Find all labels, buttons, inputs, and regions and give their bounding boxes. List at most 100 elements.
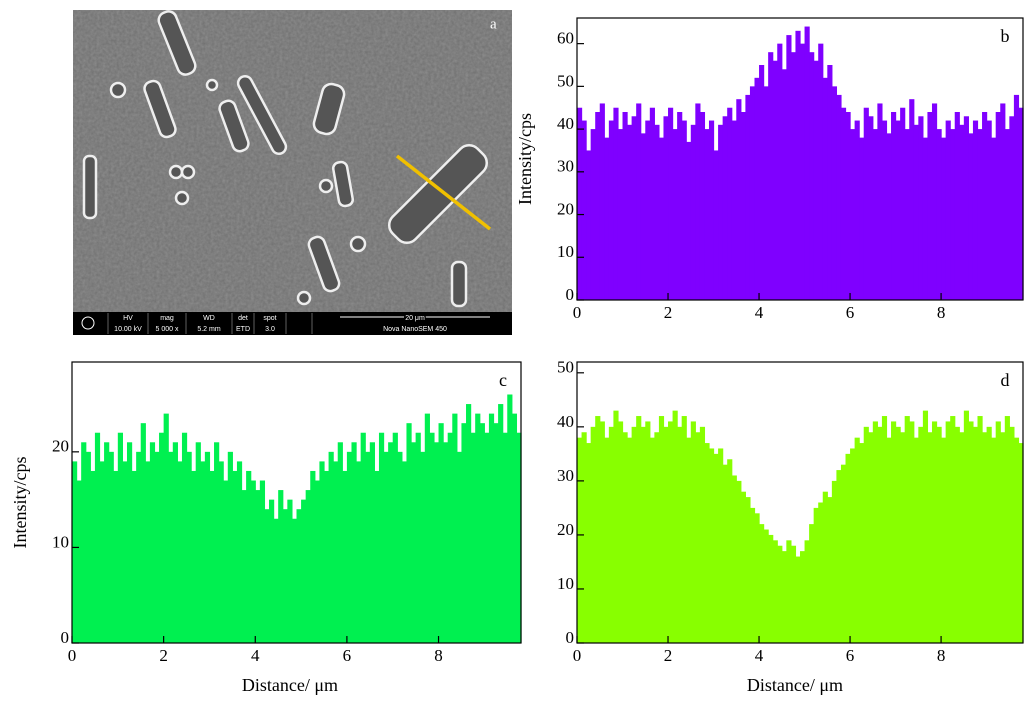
bar [950,129,956,300]
bar [777,43,783,301]
bar [913,124,919,301]
x-tick-label: 8 [937,303,946,322]
bar [1009,116,1015,300]
bar [754,513,760,643]
bar [365,451,371,643]
bar [831,480,838,643]
bar [745,94,751,300]
bar [909,421,915,643]
bar [154,451,160,643]
y-axis-label: Intensity/cps [10,457,30,549]
bar [507,394,513,643]
bar [631,116,637,300]
x-tick-label: 4 [755,646,764,665]
bar [278,490,284,643]
bar [200,461,206,643]
bar [713,150,719,300]
bar [337,442,343,643]
bar [351,442,357,643]
bar [131,470,137,643]
panel-label: b [1001,26,1010,46]
bar [859,443,865,643]
bar [392,432,398,643]
bar [360,432,366,643]
bar [982,112,988,300]
bar [804,26,810,301]
info-text: HV [123,315,133,322]
bar [301,499,307,643]
info-dividers [107,313,313,334]
bar [768,534,774,643]
bar [163,413,169,643]
bar [1004,129,1010,300]
bar [658,137,665,300]
bar [668,107,674,301]
bar [636,103,642,300]
bar [649,107,655,301]
bar [72,461,78,643]
bar [140,423,146,643]
bar [581,432,587,643]
bar [627,437,633,643]
bar [995,112,1001,300]
bar [149,442,156,643]
bar [218,461,224,643]
bar [617,421,624,643]
bar [1013,437,1020,643]
bar [763,529,769,643]
bar [452,413,458,643]
bar [790,545,797,643]
bar [663,426,669,643]
bar [781,551,787,643]
bar [232,470,238,643]
bar [1013,94,1020,300]
bar [713,453,719,643]
bar [113,470,119,643]
sem-particles [82,10,489,308]
bar [415,432,421,643]
info-text: WD [203,315,215,322]
x-tick-label: 8 [434,646,443,665]
bar [433,442,440,643]
bar [986,120,992,300]
bar [727,459,733,643]
bar [122,461,128,643]
bar [466,404,472,643]
x-tick-label: 8 [937,646,946,665]
bar [681,120,687,300]
bar [836,94,842,300]
bar [959,432,965,643]
bar [945,120,951,300]
y-tick-label: 30 [557,157,574,176]
bar [586,443,592,643]
bar [378,432,385,643]
y-tick-label: 20 [557,199,574,218]
bar [904,416,910,643]
bar [722,464,728,643]
bar [863,107,869,301]
bar [704,129,710,300]
bar [1004,416,1010,643]
bar [868,116,874,300]
bar [850,448,856,643]
bar [250,480,256,643]
bar [991,137,997,300]
bar [827,497,833,643]
bar [913,437,919,643]
bar [181,432,188,643]
bar [954,426,960,643]
panel-label: d [1001,370,1010,390]
bar [613,410,619,643]
bar [516,432,522,643]
bar [795,556,801,643]
info-text: 10.00 kV [114,326,142,333]
bar [695,103,701,300]
bar [972,426,979,643]
bar [214,442,220,643]
bar [859,137,865,300]
bar [954,112,960,300]
bar [900,432,906,643]
bar [429,432,435,643]
bar [227,451,233,643]
